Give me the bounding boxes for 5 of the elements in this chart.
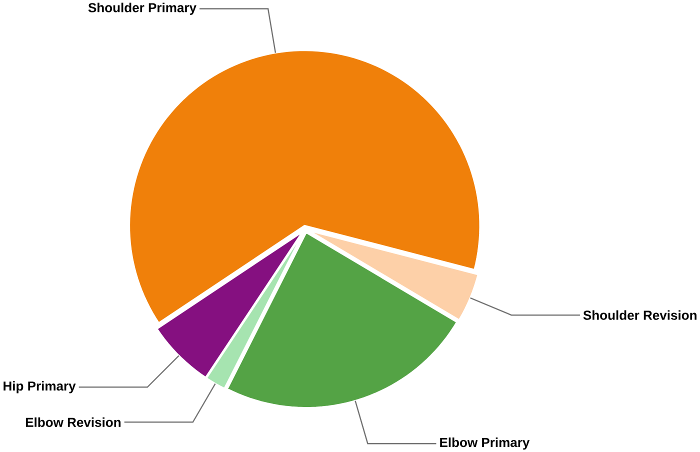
slice-label: Elbow Primary [440,437,530,450]
slice-label: Shoulder Revision [583,310,696,320]
slice-label: Shoulder Primary [88,2,196,15]
slice-label: Elbow Revision [26,417,121,427]
slice-label: Hip Primary [4,380,76,394]
